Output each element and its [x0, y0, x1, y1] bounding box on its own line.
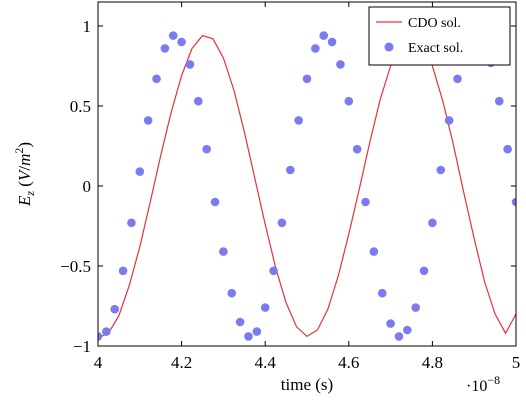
data-point-exact — [436, 165, 446, 175]
data-point-exact — [511, 197, 516, 207]
data-point-exact — [102, 327, 111, 336]
data-point-exact — [377, 288, 387, 298]
legend-label-cdo: CDO sol. — [408, 16, 461, 31]
data-point-exact — [252, 327, 262, 336]
plot-frame — [97, 1, 517, 347]
data-point-exact — [202, 144, 211, 154]
series-line-cdo — [98, 34, 516, 339]
ticks-layer: 4 4.2 4.4 4.6 4.8 5 −1 −0.5 0 0.5 1 — [60, 2, 520, 372]
x-tick-label: 5 — [512, 353, 521, 372]
data-point-exact — [327, 37, 337, 47]
data-point-exact — [386, 319, 395, 328]
data-point-exact — [98, 332, 103, 341]
data-point-exact — [336, 60, 345, 69]
x-tick-label: 4.8 — [422, 353, 443, 372]
x-axis-label-group: time (s) — [281, 375, 333, 394]
data-point-exact — [352, 144, 362, 154]
data-point-exact — [453, 74, 462, 84]
x-tick-label: 4.6 — [338, 353, 359, 372]
data-point-exact — [260, 303, 270, 312]
data-point-exact — [185, 60, 195, 69]
data-point-exact — [210, 197, 220, 207]
x-scale-label-group: ·10−8 — [466, 373, 500, 395]
data-point-exact — [127, 218, 136, 228]
y-tick-label: −0.5 — [60, 257, 91, 276]
data-point-exact — [311, 44, 320, 53]
y-tick-label: 0.5 — [70, 97, 91, 116]
data-point-exact — [302, 74, 312, 84]
legend: CDO sol. Exact sol. — [368, 6, 511, 66]
data-point-exact — [494, 96, 504, 106]
y-tick-label: −1 — [73, 337, 91, 356]
data-point-exact — [369, 247, 379, 256]
x-tick-label: 4.4 — [255, 353, 277, 372]
data-point-exact — [419, 266, 429, 276]
data-point-exact — [118, 266, 128, 276]
data-point-exact — [110, 304, 120, 314]
data-point-exact — [344, 96, 354, 106]
data-point-exact — [285, 165, 295, 175]
data-point-exact — [277, 218, 287, 228]
data-point-exact — [411, 303, 420, 312]
data-point-exact — [194, 96, 203, 106]
x-tick-label: 4 — [94, 353, 103, 372]
legend-box — [368, 6, 511, 66]
y-tick-label: 1 — [83, 17, 92, 36]
data-point-exact — [160, 44, 170, 53]
legend-marker-swatch — [384, 42, 394, 52]
data-point-exact — [143, 116, 153, 125]
data-point-exact — [135, 167, 145, 176]
x-axis-label: time (s) — [281, 375, 333, 394]
data-point-exact — [361, 197, 370, 207]
data-point-exact — [227, 288, 237, 298]
data-point-exact — [394, 332, 404, 341]
y-axis-label: Ez (V/m2) — [12, 142, 37, 207]
data-point-exact — [168, 31, 178, 40]
data-point-exact — [269, 266, 278, 276]
data-point-exact — [244, 332, 253, 341]
data-point-exact — [428, 218, 437, 228]
data-point-exact — [152, 74, 161, 84]
y-axis-label-group: Ez (V/m2) — [12, 142, 37, 207]
x-tick-label: 4.2 — [171, 353, 192, 372]
data-point-exact — [503, 144, 512, 154]
data-point-exact — [444, 116, 454, 125]
data-point-exact — [294, 116, 303, 125]
x-scale-label: ·10−8 — [466, 373, 500, 395]
data-point-exact — [177, 37, 186, 47]
data-point-exact — [319, 31, 329, 40]
y-tick-label: 0 — [83, 177, 92, 196]
data-point-exact — [235, 317, 245, 327]
data-point-exact — [403, 325, 412, 335]
legend-label-exact: Exact sol. — [408, 41, 463, 56]
data-point-exact — [219, 247, 228, 256]
